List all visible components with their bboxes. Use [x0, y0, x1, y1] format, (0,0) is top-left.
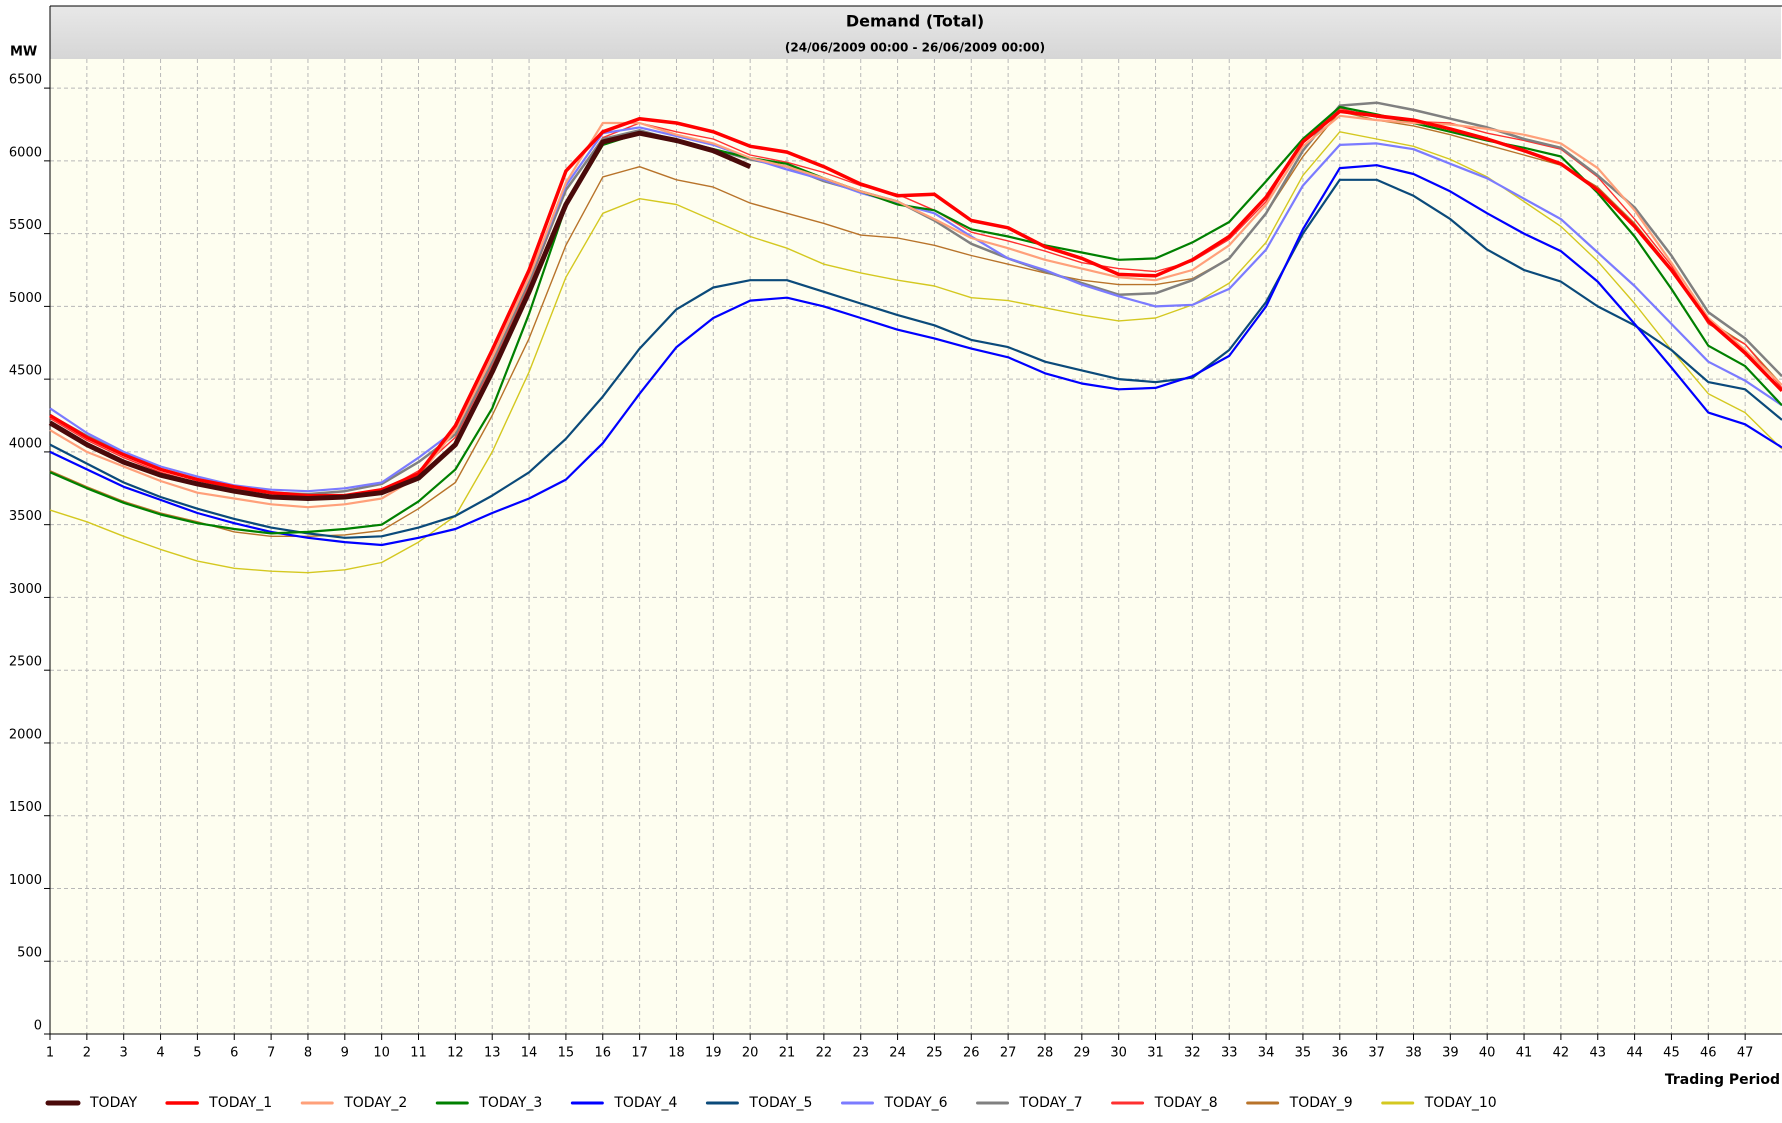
- series-line: [49, 110, 1782, 537]
- x-tick-label: 41: [1516, 1046, 1533, 1061]
- x-tick-label: 17: [631, 1046, 648, 1061]
- x-tick-label: 46: [1700, 1046, 1717, 1061]
- y-tick-label: 3500: [9, 509, 42, 524]
- x-tick-label: 30: [1110, 1046, 1127, 1061]
- x-tick-label: 34: [1258, 1046, 1275, 1061]
- x-tick-label: 12: [447, 1046, 464, 1061]
- y-axis-label: MW: [10, 45, 37, 60]
- x-tick-label: 24: [889, 1046, 906, 1061]
- y-tick-label: 2500: [9, 655, 42, 670]
- y-tick-label: 3000: [9, 582, 42, 597]
- x-tick-label: 42: [1553, 1046, 1570, 1061]
- x-tick-label: 47: [1737, 1046, 1754, 1061]
- y-tick-label: 6500: [9, 73, 42, 88]
- series-line: [48, 130, 752, 501]
- y-tick-label: 4000: [9, 436, 42, 451]
- x-tick-label: 19: [705, 1046, 722, 1061]
- legend-label: TODAY_2: [343, 1095, 407, 1111]
- x-tick-label: 31: [1147, 1046, 1164, 1061]
- x-tick-label: 32: [1184, 1046, 1201, 1061]
- y-tick-label: 5500: [9, 218, 42, 233]
- y-tick-label: 4500: [9, 364, 42, 379]
- x-tick-label: 28: [1037, 1046, 1054, 1061]
- legend-label: TODAY_3: [478, 1095, 542, 1111]
- x-tick-label: 16: [594, 1046, 611, 1061]
- legend-label: TODAY_4: [613, 1095, 677, 1111]
- x-tick-label: 36: [1332, 1046, 1349, 1061]
- x-tick-label: 9: [341, 1046, 349, 1061]
- x-tick-label: 15: [558, 1046, 575, 1061]
- x-tick-label: 5: [193, 1046, 201, 1061]
- x-tick-label: 6: [230, 1046, 238, 1061]
- legend-label: TODAY_6: [883, 1095, 947, 1111]
- x-tick-label: 45: [1663, 1046, 1680, 1061]
- series-line: [49, 114, 1782, 509]
- x-tick-label: 25: [926, 1046, 943, 1061]
- title-bar: [50, 6, 1781, 59]
- legend-label: TODAY_9: [1289, 1095, 1353, 1111]
- y-tick-label: 500: [17, 946, 42, 961]
- legend-label: TODAY_1: [208, 1095, 272, 1111]
- x-tick-label: 38: [1405, 1046, 1422, 1061]
- x-tick-label: 21: [779, 1046, 796, 1061]
- chart-subtitle: (24/06/2009 00:00 - 26/06/2009 00:00): [785, 41, 1045, 55]
- y-tick-label: 6000: [9, 145, 42, 160]
- legend-label: TODAY_10: [1424, 1095, 1497, 1111]
- y-tick-label: 5000: [9, 291, 42, 306]
- legend-label: TODAY_7: [1019, 1095, 1083, 1111]
- x-tick-label: 1: [46, 1046, 54, 1061]
- y-tick-label: 2000: [9, 727, 42, 742]
- y-tick-label: 1500: [9, 800, 42, 815]
- x-tick-label: 10: [373, 1046, 390, 1061]
- x-tick-label: 23: [852, 1046, 869, 1061]
- x-tick-label: 18: [668, 1046, 685, 1061]
- x-tick-label: 22: [816, 1046, 833, 1061]
- x-tick-label: 20: [742, 1046, 759, 1061]
- x-tick-label: 29: [1074, 1046, 1091, 1061]
- x-tick-label: 27: [1000, 1046, 1017, 1061]
- chart-title: Demand (Total): [846, 12, 984, 31]
- legend-label: TODAY_8: [1154, 1095, 1218, 1111]
- x-tick-label: 7: [267, 1046, 275, 1061]
- series-line: [49, 164, 1782, 547]
- y-tick-label: 1000: [9, 873, 42, 888]
- x-tick-label: 13: [484, 1046, 501, 1061]
- x-tick-label: 43: [1589, 1046, 1606, 1061]
- x-tick-label: 11: [410, 1046, 427, 1061]
- x-tick-label: 40: [1479, 1046, 1496, 1061]
- x-tick-label: 3: [120, 1046, 128, 1061]
- x-tick-label: 35: [1295, 1046, 1312, 1061]
- x-tick-label: 2: [83, 1046, 91, 1061]
- legend-label: TODAY_5: [748, 1095, 812, 1111]
- y-tick-label: 0: [34, 1019, 42, 1034]
- x-tick-label: 4: [156, 1046, 164, 1061]
- x-axis-label: Trading Period: [1665, 1072, 1780, 1088]
- x-tick-label: 33: [1221, 1046, 1238, 1061]
- plot-area: [50, 59, 1781, 1034]
- x-tick-label: 39: [1442, 1046, 1459, 1061]
- series-line: [49, 178, 1782, 539]
- x-tick-label: 44: [1626, 1046, 1643, 1061]
- x-tick-label: 26: [963, 1046, 980, 1061]
- x-tick-label: 14: [521, 1046, 538, 1061]
- x-tick-label: 8: [304, 1046, 312, 1061]
- legend-label: TODAY: [89, 1095, 138, 1111]
- x-tick-label: 37: [1368, 1046, 1385, 1061]
